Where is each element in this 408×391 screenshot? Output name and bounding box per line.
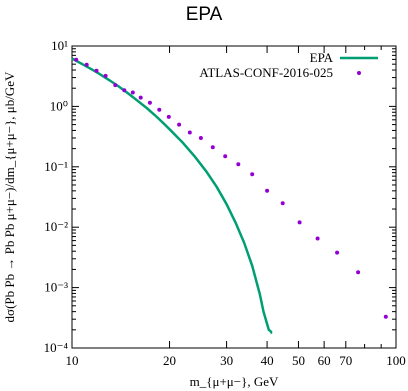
y-tick-label: 10¹ bbox=[51, 38, 68, 53]
y-tick-label: 10⁰ bbox=[50, 98, 68, 113]
data-point bbox=[122, 88, 127, 93]
data-point bbox=[84, 62, 89, 67]
data-point bbox=[280, 201, 285, 206]
x-tick-label: 70 bbox=[339, 353, 352, 368]
data-point bbox=[236, 162, 241, 167]
y-tick-label: 10⁻³ bbox=[44, 280, 68, 295]
series-layer bbox=[71, 57, 388, 334]
data-point bbox=[223, 154, 228, 159]
data-point bbox=[383, 314, 388, 319]
legend-label-atlas: ATLAS-CONF-2016-025 bbox=[199, 65, 333, 80]
data-point bbox=[198, 136, 203, 140]
x-tick-label: 40 bbox=[261, 353, 274, 368]
data-point bbox=[94, 68, 99, 73]
x-tick-label: 50 bbox=[292, 353, 305, 368]
data-point bbox=[147, 100, 152, 105]
data-point bbox=[177, 122, 182, 127]
data-point bbox=[103, 73, 108, 78]
data-point bbox=[187, 130, 192, 135]
data-point bbox=[166, 114, 171, 119]
x-tick-label: 100 bbox=[386, 353, 406, 368]
legend-label-epa: EPA bbox=[310, 50, 334, 65]
data-point bbox=[265, 188, 270, 193]
legend-swatch-atlas bbox=[357, 71, 361, 75]
data-point bbox=[130, 90, 135, 95]
data-point bbox=[138, 95, 143, 100]
y-axis: 10⁻⁴ 10⁻³ 10⁻² 10⁻¹ 10⁰ 10¹ bbox=[44, 38, 396, 355]
plot-border bbox=[71, 45, 397, 349]
data-point bbox=[315, 236, 320, 241]
y-tick-label: 10⁻² bbox=[44, 219, 68, 234]
x-axis-label: m_{μ+μ−}, GeV bbox=[190, 374, 279, 389]
y-tick-label: 10⁻⁴ bbox=[44, 340, 69, 355]
data-point bbox=[297, 220, 302, 225]
data-point bbox=[74, 57, 79, 62]
plot-frame bbox=[71, 45, 397, 349]
data-point bbox=[157, 107, 162, 112]
x-axis: 10 20 30 40 50 60 70 100 bbox=[66, 46, 406, 368]
x-tick-label: 20 bbox=[163, 353, 176, 368]
x-tick-label: 30 bbox=[220, 353, 233, 368]
data-point bbox=[335, 250, 340, 255]
data-point bbox=[210, 145, 215, 150]
data-point bbox=[250, 172, 255, 177]
y-axis-label: dσ(Pb Pb → Pb Pb μ+μ−)/dm_{μ+μ−}, μb/GeV bbox=[2, 71, 17, 322]
y-tick-label: 10⁻¹ bbox=[44, 159, 68, 174]
x-tick-label: 10 bbox=[66, 353, 79, 368]
x-tick-label: 60 bbox=[318, 353, 331, 368]
data-point bbox=[356, 270, 361, 275]
series-line-epa bbox=[71, 57, 273, 334]
data-point bbox=[113, 83, 118, 88]
page-title: EPA bbox=[185, 4, 223, 25]
